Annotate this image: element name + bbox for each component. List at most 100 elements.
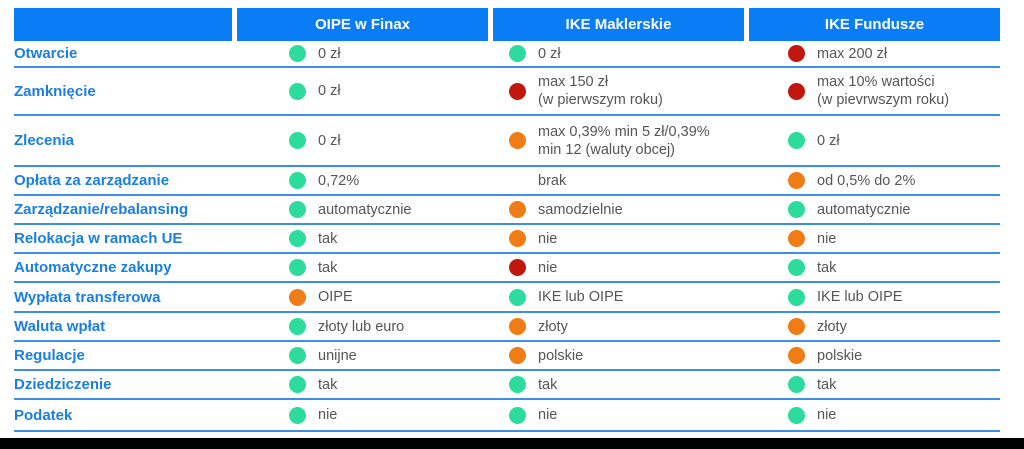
status-dot-green-icon — [289, 318, 306, 335]
cell-text: automatycznie — [318, 201, 412, 218]
header-cell-oipe-finax: OIPE w Finax — [237, 8, 488, 41]
table-cell: tak — [788, 254, 836, 281]
cell-text: max 150 zł (w pierwszym roku) — [538, 74, 663, 108]
table-cell: od 0,5% do 2% — [788, 167, 915, 194]
table-cell: 0,72% — [289, 167, 359, 194]
table-cell: 0 zł — [289, 41, 341, 66]
cell-text: unijne — [318, 347, 357, 364]
table-cell: 0 zł — [289, 116, 341, 165]
cell-text: max 10% wartości (w pievrwszym roku) — [817, 74, 950, 108]
cell-text: tak — [318, 376, 338, 393]
table-cell: brak — [509, 167, 566, 194]
cell-text: 0 zł — [318, 45, 341, 62]
status-dot-orange-icon — [509, 132, 526, 149]
status-dot-red-icon — [509, 82, 526, 100]
table-cell: tak — [509, 371, 557, 398]
cell-text: automatycznie — [817, 201, 911, 218]
status-dot-red-icon — [788, 82, 805, 100]
bottom-black-band — [0, 438, 1024, 449]
table-cell: max 0,39% min 5 zł/0,39% min 12 (waluty … — [509, 116, 710, 165]
cell-text: 0 zł — [817, 132, 840, 149]
table-row — [14, 225, 1000, 254]
table-row — [14, 342, 1000, 371]
cell-text: 0 zł — [318, 132, 341, 149]
table-row — [14, 41, 1000, 68]
status-dot-green-icon — [509, 376, 526, 393]
table-cell: automatycznie — [289, 196, 412, 223]
header-cell-ike-maklerskie: IKE Maklerskie — [493, 8, 744, 41]
status-dot-green-icon — [509, 406, 526, 424]
table-cell: IKE lub OIPE — [788, 283, 902, 311]
status-dot-green-icon — [788, 132, 805, 149]
status-dot-red-icon — [788, 45, 805, 62]
cell-text: 0,72% — [318, 172, 360, 189]
cell-text: tak — [817, 259, 837, 276]
cell-text: tak — [318, 230, 338, 247]
table-cell: nie — [289, 400, 337, 430]
table-cell: 0 zł — [788, 116, 840, 165]
status-dot-green-icon — [788, 201, 805, 218]
status-dot-orange-icon — [509, 230, 526, 247]
row-label: Opłata za zarządzanie — [14, 172, 170, 189]
table-row — [14, 313, 1000, 342]
cell-text: OIPE — [318, 289, 353, 305]
table-cell: 0 zł — [289, 68, 341, 114]
table-cell: polskie — [509, 342, 583, 369]
table-row — [14, 68, 1000, 116]
status-dot-green-icon — [289, 347, 306, 364]
cell-text: 0 zł — [318, 83, 341, 99]
status-dot-green-icon — [788, 376, 805, 393]
cell-text: od 0,5% do 2% — [817, 172, 916, 189]
table-cell: nie — [509, 400, 557, 430]
row-label: Waluta wpłat — [14, 318, 106, 335]
cell-text: brak — [538, 172, 567, 189]
status-dot-orange-icon — [788, 230, 805, 247]
table-cell: samodzielnie — [509, 196, 623, 223]
row-label: Zamknięcie — [14, 82, 96, 100]
table-cell: automatycznie — [788, 196, 911, 223]
status-dot-green-icon — [289, 201, 306, 218]
status-dot-green-icon — [509, 288, 526, 306]
table-row — [14, 167, 1000, 196]
status-dot-green-icon — [788, 259, 805, 276]
cell-text: nie — [538, 259, 558, 276]
status-dot-green-icon — [289, 82, 306, 100]
status-dot-red-icon — [509, 259, 526, 276]
status-dot-green-icon — [788, 406, 805, 424]
cell-text: IKE lub OIPE — [817, 289, 903, 305]
header-cell-ike-fundusze: IKE Fundusze — [749, 8, 1000, 41]
row-label: Otwarcie — [14, 45, 78, 62]
cell-text: tak — [817, 376, 837, 393]
table-cell: złoty — [509, 313, 568, 340]
table-row — [14, 400, 1000, 432]
status-dot-green-icon — [289, 259, 306, 276]
table-row — [14, 196, 1000, 225]
status-dot-green-icon — [509, 45, 526, 62]
status-dot-green-icon — [289, 45, 306, 62]
table-cell: tak — [289, 254, 337, 281]
row-label: Dziedziczenie — [14, 376, 112, 393]
table-cell: polskie — [788, 342, 862, 369]
status-dot-orange-icon — [509, 201, 526, 218]
cell-text: max 200 zł — [817, 45, 888, 62]
cell-text: złoty lub euro — [318, 318, 405, 335]
table-cell: nie — [509, 225, 557, 252]
cell-text: 0 zł — [538, 45, 561, 62]
table-cell: IKE lub OIPE — [509, 283, 623, 311]
table-row — [14, 254, 1000, 283]
status-dot-green-icon — [289, 230, 306, 247]
table-cell: tak — [788, 371, 836, 398]
cell-text: polskie — [538, 347, 584, 364]
cell-text: nie — [318, 407, 338, 423]
table-row — [14, 283, 1000, 313]
cell-text: nie — [817, 230, 837, 247]
table-cell: tak — [289, 225, 337, 252]
status-dot-orange-icon — [788, 318, 805, 335]
status-dot-green-icon — [289, 406, 306, 424]
cell-text: tak — [538, 376, 558, 393]
cell-text: max 0,39% min 5 zł/0,39% min 12 (waluty … — [538, 123, 710, 158]
table-cell: nie — [788, 225, 836, 252]
status-dot-orange-icon — [788, 172, 805, 189]
table-cell: max 150 zł (w pierwszym roku) — [509, 68, 663, 114]
table-cell: złoty — [788, 313, 847, 340]
